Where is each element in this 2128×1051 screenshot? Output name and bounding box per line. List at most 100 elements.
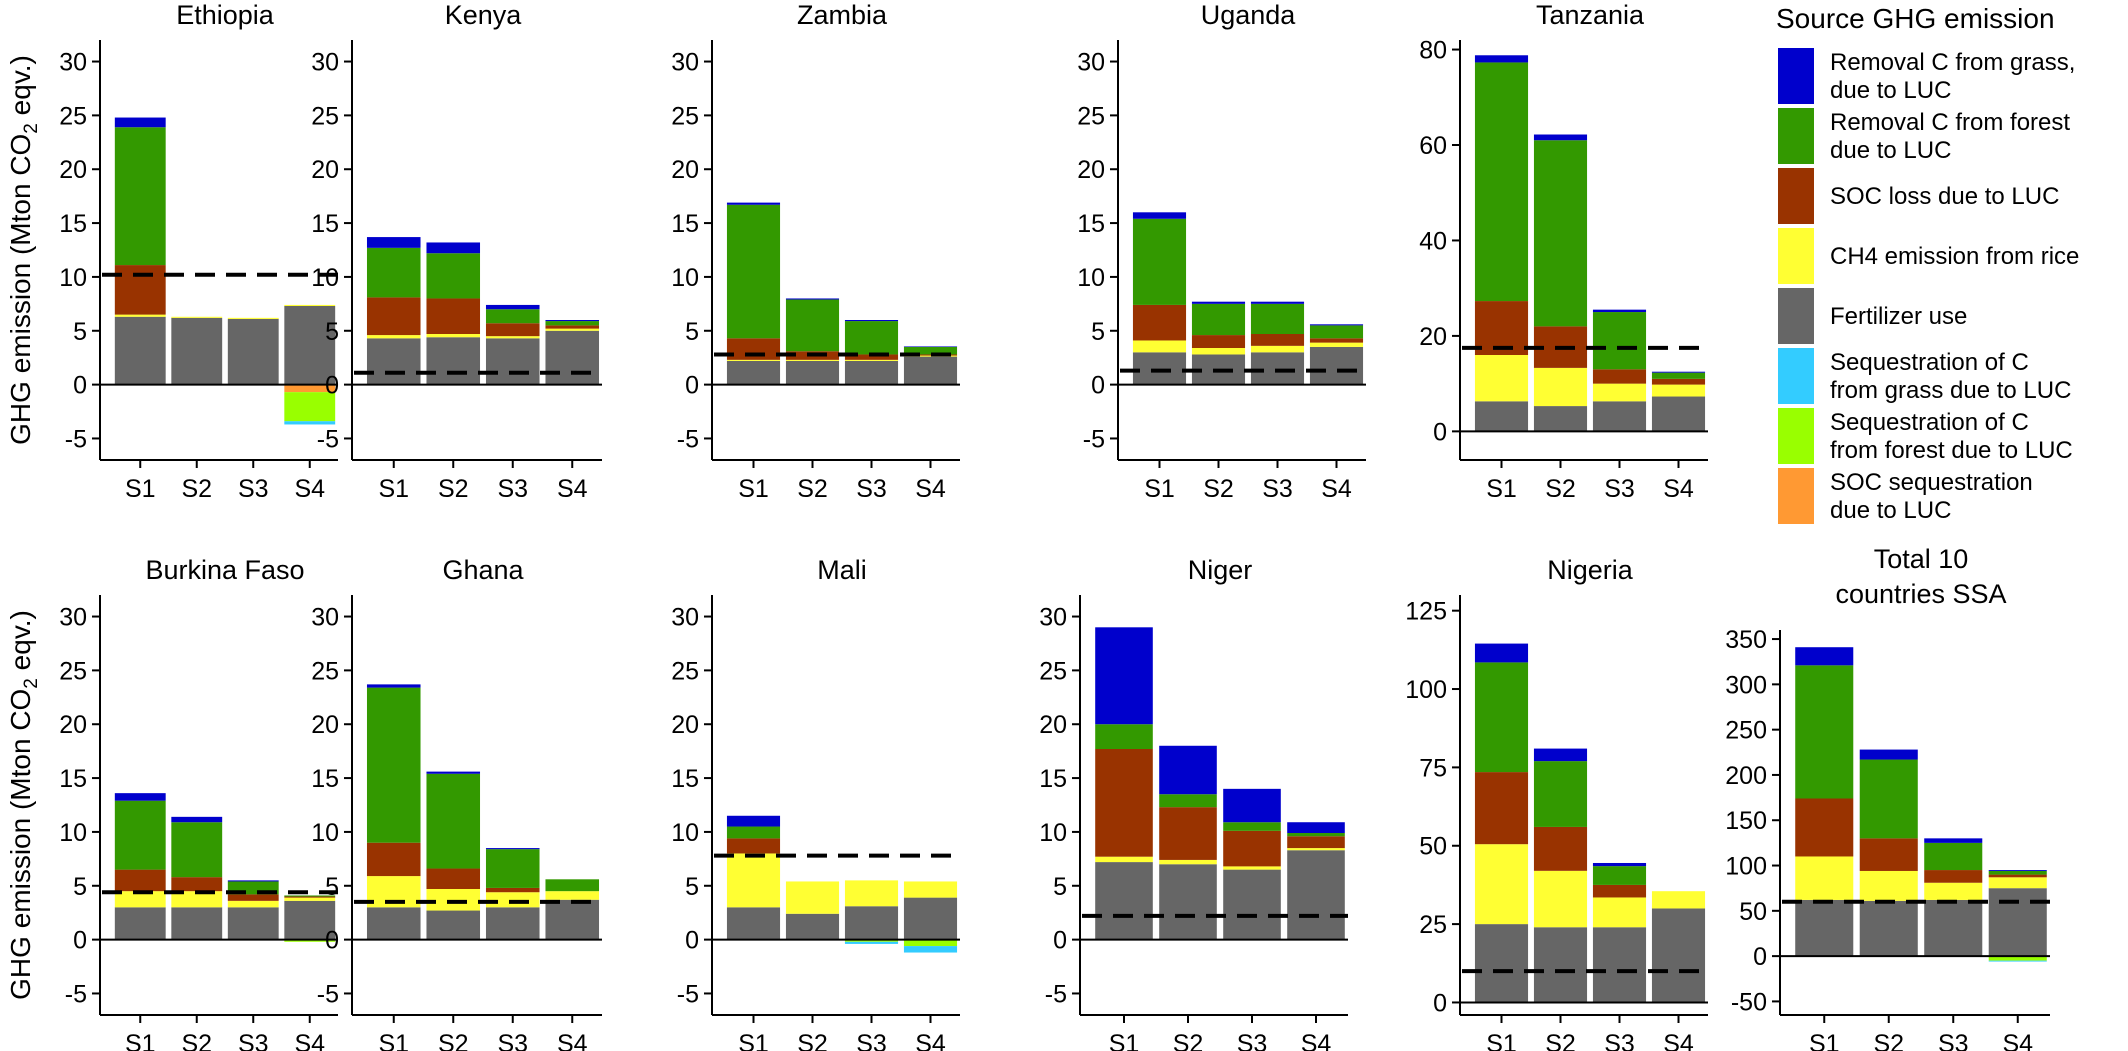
bar-removal-c-from-forest-due-to-luc-s2: [426, 253, 481, 299]
bar-soc-loss-due-to-luc-s4: [1651, 378, 1706, 385]
bar-removal-c-from-forest-due-to-luc-s4: [903, 346, 958, 355]
bar-ch4-emission-from-rice-s2: [785, 881, 840, 914]
y-tick-label: 10: [311, 264, 339, 292]
bar-fertilizer-use-s4: [1651, 908, 1706, 1003]
bar-removal-c-from-forest-due-to-luc-s1: [1095, 724, 1153, 749]
bar-removal-c-from-forest-due-to-luc-s1: [1132, 218, 1187, 305]
bar-fertilizer-use-s2: [785, 913, 840, 940]
bar-fertilizer-use-s3: [1223, 869, 1281, 940]
y-tick-label: 25: [671, 657, 699, 685]
bar-removal-c-from-forest-due-to-luc-s4: [1287, 833, 1345, 837]
y-tick-label: 100: [1725, 853, 1767, 881]
bar-removal-c-from-grass-due-to-luc-s1: [726, 202, 781, 205]
y-axis-label-row-2: GHG emission (Mton CO2 eqv.): [5, 610, 42, 1000]
y-tick-label: 0: [73, 927, 87, 955]
bar-fertilizer-use-s4: [903, 356, 958, 385]
x-tick-label: S3: [238, 1030, 269, 1051]
panel-uganda: Uganda S1 S2 S3 S4 -5 0 5 10 15 20 25 30: [1077, 0, 1366, 503]
panel-ghana: Ghana S1 S2 S3 S4 -5 0 5 10 15 20 25 30: [311, 555, 602, 1051]
bar-removal-c-from-grass-due-to-luc-s3: [844, 320, 899, 322]
bar-ch4-emission-from-rice-s2: [426, 889, 481, 911]
x-tick-label: S3: [497, 1030, 528, 1051]
bar-ch4-emission-from-rice-s1: [1095, 856, 1153, 863]
y-tick-label: 125: [1405, 598, 1447, 626]
x-tick-label: S2: [438, 475, 469, 503]
bar-removal-c-from-forest-due-to-luc-s4: [284, 895, 336, 897]
y-tick-label: 20: [311, 156, 339, 184]
legend-swatch-sequestration-of-c-from-forest-due-to-luc: [1778, 408, 1814, 464]
bar-soc-loss-due-to-luc-s2: [171, 877, 223, 892]
bar-removal-c-from-grass-due-to-luc-s4: [545, 320, 600, 322]
y-tick-label: 20: [59, 156, 87, 184]
bar-removal-c-from-forest-due-to-luc-s1: [366, 687, 421, 843]
bar-removal-c-from-forest-due-to-luc-s3: [1592, 866, 1647, 885]
bar-fertilizer-use-s4: [545, 899, 600, 940]
legend-label: from grass due to LUC: [1830, 377, 2071, 404]
bar-removal-c-from-forest-due-to-luc-s1: [114, 800, 166, 870]
bar-soc-loss-due-to-luc-s3: [485, 887, 540, 893]
y-tick-label: 75: [1419, 754, 1447, 782]
bar-removal-c-from-forest-due-to-luc-s3: [485, 309, 540, 324]
bar-sequestration-of-c-from-forest-due-to-luc-s3: [844, 939, 899, 942]
panel-title: Mali: [817, 555, 867, 585]
bar-removal-c-from-grass-due-to-luc-s4: [1287, 822, 1345, 833]
y-tick-label: 30: [671, 49, 699, 77]
y-tick-label: -5: [317, 980, 339, 1008]
y-tick-label: -5: [65, 425, 87, 453]
y-axis-label-part: eqv.): [5, 610, 36, 678]
bar-removal-c-from-forest-due-to-luc-s1: [366, 247, 421, 298]
bar-sequestration-of-c-from-forest-due-to-luc-s4: [1988, 956, 2047, 961]
panel-title: Zambia: [797, 0, 888, 30]
y-tick-label: 0: [1433, 989, 1447, 1017]
x-tick-label: S4: [2002, 1030, 2033, 1051]
bar-soc-loss-due-to-luc-s1: [1474, 772, 1529, 845]
y-tick-label: 25: [311, 102, 339, 130]
y-tick-label: 10: [671, 819, 699, 847]
y-tick-label: 20: [311, 711, 339, 739]
y-tick-label: 0: [1753, 943, 1767, 971]
bar-soc-loss-due-to-luc-s3: [1592, 369, 1647, 384]
legend-swatch-removal-c-from-forest-due-to-luc: [1778, 108, 1814, 164]
y-tick-label: 350: [1725, 626, 1767, 654]
y-tick-label: 15: [1039, 765, 1067, 793]
x-tick-label: S2: [797, 1030, 828, 1051]
bar-removal-c-from-grass-due-to-luc-s2: [1191, 301, 1246, 304]
y-tick-label: 0: [325, 372, 339, 400]
bar-removal-c-from-forest-due-to-luc-s4: [1309, 325, 1364, 339]
y-tick-label: 5: [325, 873, 339, 901]
y-tick-label: 250: [1725, 717, 1767, 745]
panel-ethiopia: Ethiopia S1 S2 S3 S4 -5 0 5 10 15 20 25 30: [59, 0, 338, 503]
bar-fertilizer-use-s3: [844, 360, 899, 385]
panel-title: Tanzania: [1536, 0, 1645, 30]
legend-label: due to LUC: [1830, 497, 1951, 524]
bar-ch4-emission-from-rice-s1: [1795, 856, 1854, 900]
bar-removal-c-from-forest-due-to-luc-s3: [485, 849, 540, 888]
bar-fertilizer-use-s3: [485, 338, 540, 385]
x-tick-label: S1: [1144, 475, 1175, 503]
bar-removal-c-from-grass-due-to-luc-s2: [1859, 749, 1918, 760]
bar-fertilizer-use-s4: [545, 330, 600, 385]
bar-removal-c-from-grass-due-to-luc-s1: [1474, 55, 1529, 63]
y-axis-label-row-1: GHG emission (Mton CO2 eqv.): [5, 55, 42, 445]
panel-zambia: Zambia S1 S2 S3 S4 -5 0 5 10 15 20 25 30: [671, 0, 960, 503]
bar-ch4-emission-from-rice-s1: [366, 335, 421, 339]
y-tick-label: 150: [1725, 807, 1767, 835]
bar-ch4-emission-from-rice-s4: [545, 328, 600, 331]
x-tick-label: S2: [1173, 1030, 1204, 1051]
bar-ch4-emission-from-rice-s1: [1474, 355, 1529, 402]
bar-ch4-emission-from-rice-s3: [844, 880, 899, 907]
panel-title: Uganda: [1201, 0, 1297, 30]
bar-removal-c-from-grass-due-to-luc-s3: [485, 304, 540, 310]
bar-removal-c-from-grass-due-to-luc-s2: [1159, 745, 1217, 795]
bar-removal-c-from-forest-due-to-luc-s3: [1250, 303, 1305, 334]
x-tick-label: S3: [1262, 475, 1293, 503]
bar-soc-loss-due-to-luc-s3: [1924, 870, 1983, 883]
y-tick-label: 25: [59, 657, 87, 685]
x-tick-label: S3: [1604, 475, 1635, 503]
bar-removal-c-from-forest-due-to-luc-s2: [1533, 140, 1588, 327]
x-tick-label: S3: [238, 475, 269, 503]
y-tick-label: -5: [65, 980, 87, 1008]
bar-fertilizer-use-s1: [114, 316, 166, 385]
